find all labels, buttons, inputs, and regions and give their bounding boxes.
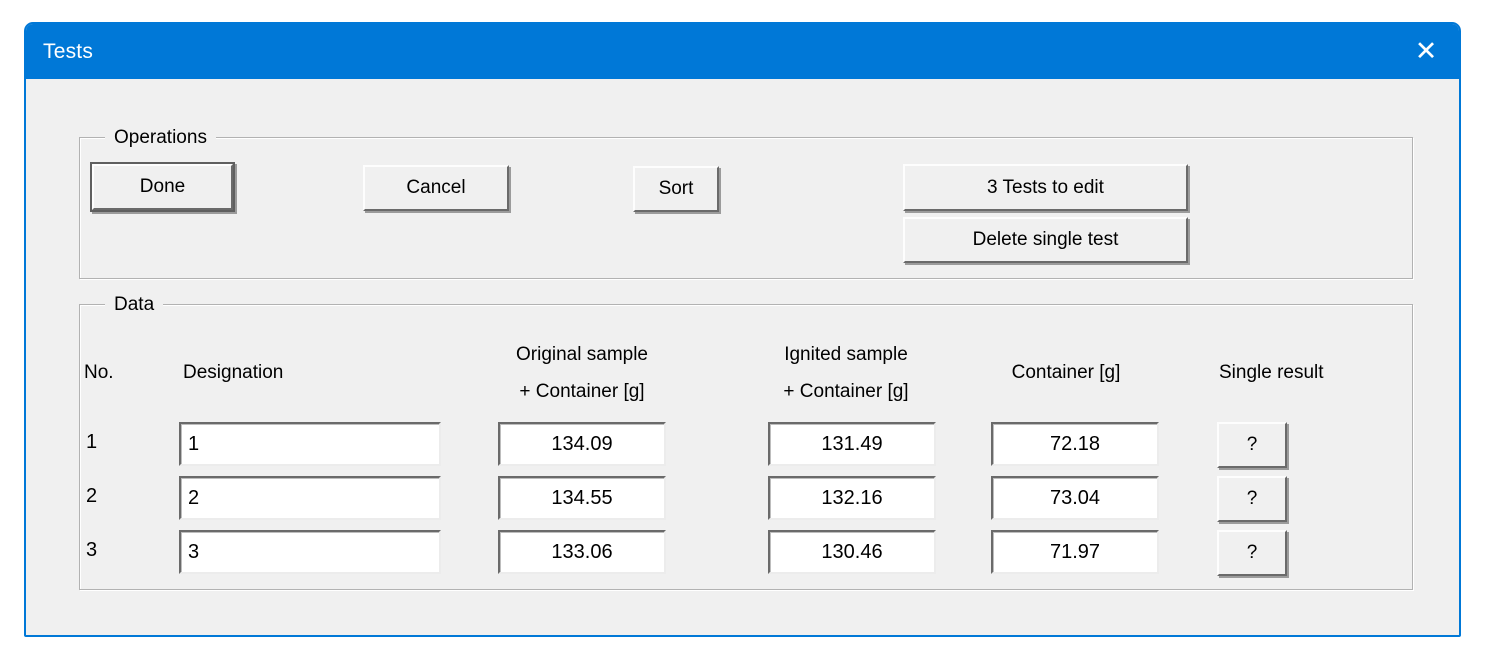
column-header-single-result: Single result bbox=[1219, 362, 1324, 383]
container-input[interactable] bbox=[991, 476, 1159, 520]
ignited-sample-input[interactable] bbox=[768, 422, 936, 466]
column-header-no: No. bbox=[84, 362, 114, 383]
column-header-ignited-line2: + Container [g] bbox=[783, 381, 909, 402]
cancel-button[interactable]: Cancel bbox=[363, 165, 509, 211]
column-header-original-line2: + Container [g] bbox=[519, 381, 645, 402]
column-header-ignited-line1: Ignited sample bbox=[784, 344, 908, 365]
container-input[interactable] bbox=[991, 422, 1159, 466]
operations-group: Operations bbox=[79, 124, 1413, 279]
container-input[interactable] bbox=[991, 530, 1159, 574]
tests-to-edit-button[interactable]: 3 Tests to edit bbox=[903, 164, 1188, 211]
column-header-original-line1: Original sample bbox=[516, 344, 648, 365]
row-number: 1 bbox=[86, 431, 98, 453]
designation-input[interactable] bbox=[179, 530, 441, 574]
original-sample-input[interactable] bbox=[498, 530, 666, 574]
done-button[interactable]: Done bbox=[92, 164, 233, 210]
close-icon[interactable]: ✕ bbox=[1414, 36, 1438, 66]
column-header-ignited-sample: Ignited sample + Container [g] bbox=[736, 336, 956, 410]
tests-dialog: Tests ✕ Operations Done Cancel Sort 3 Te… bbox=[24, 22, 1461, 637]
column-header-container: Container [g] bbox=[1011, 362, 1121, 383]
ignited-sample-input[interactable] bbox=[768, 476, 936, 520]
original-sample-input[interactable] bbox=[498, 476, 666, 520]
operations-group-label: Operations bbox=[105, 124, 216, 151]
row-number: 3 bbox=[86, 539, 98, 561]
window-title: Tests bbox=[43, 39, 94, 63]
row-number: 2 bbox=[86, 485, 98, 507]
ignited-sample-input[interactable] bbox=[768, 530, 936, 574]
single-result-button[interactable]: ? bbox=[1217, 476, 1287, 522]
original-sample-input[interactable] bbox=[498, 422, 666, 466]
data-group: Data bbox=[79, 291, 1413, 590]
single-result-button[interactable]: ? bbox=[1217, 530, 1287, 576]
single-result-button[interactable]: ? bbox=[1217, 422, 1287, 468]
column-header-designation: Designation bbox=[183, 362, 284, 383]
sort-button[interactable]: Sort bbox=[633, 166, 719, 212]
designation-input[interactable] bbox=[179, 476, 441, 520]
title-bar[interactable]: Tests ✕ bbox=[26, 24, 1459, 79]
column-header-original-sample: Original sample + Container [g] bbox=[472, 336, 692, 410]
designation-input[interactable] bbox=[179, 422, 441, 466]
delete-single-test-button[interactable]: Delete single test bbox=[903, 217, 1188, 263]
data-group-label: Data bbox=[105, 291, 164, 318]
